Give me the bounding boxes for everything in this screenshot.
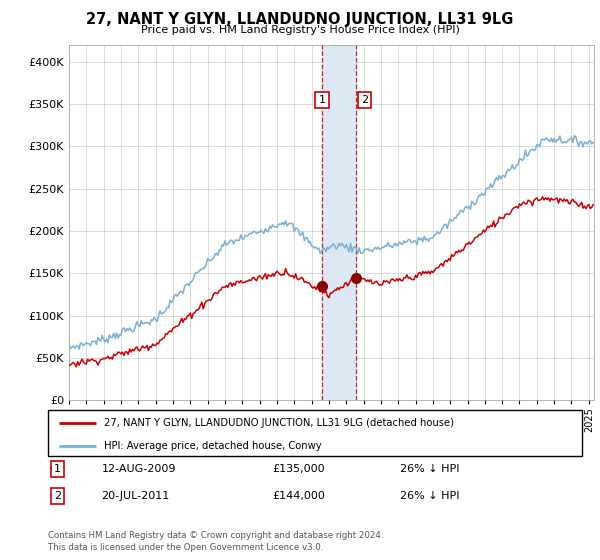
Text: This data is licensed under the Open Government Licence v3.0.: This data is licensed under the Open Gov… — [48, 543, 323, 552]
Text: 20-JUL-2011: 20-JUL-2011 — [101, 491, 170, 501]
Text: 2: 2 — [54, 491, 61, 501]
Text: 27, NANT Y GLYN, LLANDUDNO JUNCTION, LL31 9LG: 27, NANT Y GLYN, LLANDUDNO JUNCTION, LL3… — [86, 12, 514, 27]
Text: 12-AUG-2009: 12-AUG-2009 — [101, 464, 176, 474]
Text: 1: 1 — [319, 95, 326, 105]
Text: Price paid vs. HM Land Registry's House Price Index (HPI): Price paid vs. HM Land Registry's House … — [140, 25, 460, 35]
Text: 1: 1 — [54, 464, 61, 474]
Text: HPI: Average price, detached house, Conwy: HPI: Average price, detached house, Conw… — [104, 441, 322, 451]
Text: 26% ↓ HPI: 26% ↓ HPI — [400, 464, 460, 474]
Text: £135,000: £135,000 — [272, 464, 325, 474]
Bar — [322, 45, 356, 400]
Text: 26% ↓ HPI: 26% ↓ HPI — [400, 491, 460, 501]
Text: 2: 2 — [361, 95, 368, 105]
Text: Contains HM Land Registry data © Crown copyright and database right 2024.: Contains HM Land Registry data © Crown c… — [48, 531, 383, 540]
FancyBboxPatch shape — [48, 410, 582, 456]
Text: 27, NANT Y GLYN, LLANDUDNO JUNCTION, LL31 9LG (detached house): 27, NANT Y GLYN, LLANDUDNO JUNCTION, LL3… — [104, 418, 454, 428]
Text: £144,000: £144,000 — [272, 491, 325, 501]
